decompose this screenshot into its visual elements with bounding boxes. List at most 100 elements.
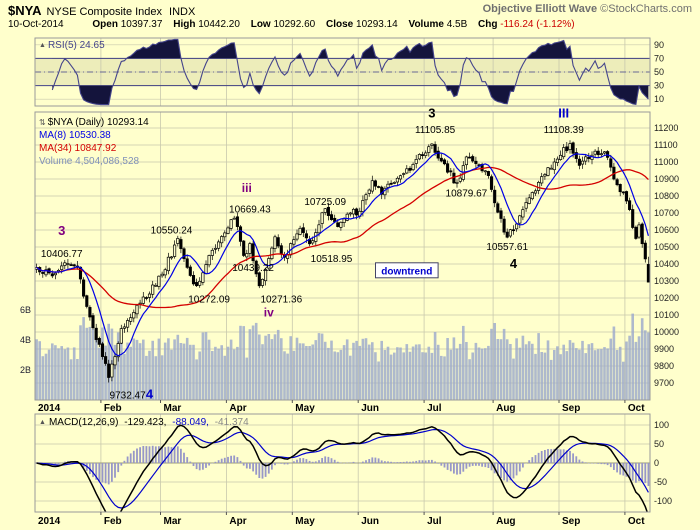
macd-hist-bar: [471, 463, 474, 466]
price-axis-label: 10000: [654, 327, 679, 337]
chart-annotation: 4: [146, 386, 154, 401]
candle-body: [176, 238, 180, 244]
macd-hist-bar: [431, 459, 433, 463]
macd-hist-bar: [534, 455, 537, 463]
candle-body: [574, 152, 578, 159]
volume-bar: [138, 343, 142, 400]
chart-annotation: 9732.47: [110, 390, 147, 401]
macd-hist-bar: [405, 461, 408, 463]
macd-hist-bar: [512, 463, 515, 479]
candle-body: [408, 167, 412, 171]
macd-hist-bar: [638, 463, 640, 482]
candle-body: [173, 244, 177, 257]
candle-body: [634, 226, 638, 239]
volume-bar: [267, 334, 271, 400]
macd-hist-bar: [271, 463, 273, 470]
volume-bar: [480, 348, 484, 400]
volume-bar: [41, 356, 45, 400]
volume-bar: [345, 339, 349, 400]
candle-body: [395, 177, 399, 183]
macd-hist-bar: [296, 459, 298, 463]
price-axis-label: 10900: [654, 174, 679, 184]
candle-body: [584, 156, 588, 162]
rsi-legend-text: RSI(5) 24.65: [47, 40, 105, 51]
volume-bar: [377, 361, 380, 400]
volume-bar: [123, 353, 126, 400]
macd-hist-bar: [396, 462, 399, 463]
candle-body: [179, 239, 183, 249]
macd-hist-bar: [506, 463, 509, 482]
price-axis-label: 10200: [654, 293, 679, 303]
volume-bar: [371, 342, 374, 400]
candle-body: [377, 186, 381, 188]
candle-body: [191, 275, 196, 285]
candle-body: [621, 191, 625, 194]
candle-body: [640, 223, 644, 245]
ma34-line: [36, 166, 649, 309]
volume-bar: [280, 338, 283, 400]
candle-body: [631, 209, 635, 228]
candle-body: [147, 293, 152, 298]
x-axis-month-label: Sep: [562, 403, 580, 414]
price-axis-label: 10500: [654, 242, 679, 252]
macd-hist-bar: [374, 457, 377, 463]
macd-hist-bar: [120, 463, 123, 466]
volume-bar: [446, 338, 449, 400]
macd-hist-bar: [631, 463, 634, 481]
volume-bar: [440, 355, 443, 400]
volume-bar: [609, 338, 613, 400]
candle-body: [637, 224, 641, 238]
macd-hist-bar: [553, 448, 556, 463]
macd-hist-bar: [142, 446, 145, 463]
rsi-overbought-fill: [126, 39, 572, 59]
candle-body: [94, 327, 98, 340]
volume-bar: [264, 335, 267, 400]
volume-bar: [546, 340, 550, 400]
macd-hist-bar: [129, 453, 132, 463]
volume-bar: [323, 341, 327, 400]
macd-hist-bar: [286, 463, 289, 465]
quote-close: Close 10293.14: [326, 19, 398, 30]
candle-body: [468, 156, 472, 159]
candle-body: [546, 167, 550, 176]
volume-bar: [590, 343, 594, 400]
macd-hist-bar: [368, 459, 371, 463]
quote-high: High 10442.20: [173, 19, 240, 30]
candle-body: [624, 191, 629, 202]
macd-hist-bar: [440, 463, 443, 466]
candle-body: [116, 343, 120, 358]
candle-body: [141, 296, 145, 304]
candle-body: [458, 177, 462, 182]
macd-hist-bar: [528, 460, 531, 463]
macd-axis-label: 0: [654, 458, 659, 468]
candle-body: [505, 231, 509, 238]
volume-bar: [606, 348, 609, 400]
volume-bar: [414, 344, 418, 400]
volume-bar: [640, 318, 644, 400]
candle-body: [235, 216, 239, 227]
volume-bar: [405, 344, 409, 400]
volume-bar: [402, 352, 405, 400]
rsi-axis-label: 90: [654, 40, 664, 50]
macd-hist-bar: [245, 463, 248, 469]
price-panel: 9700 9800 9900 10000 10100 10200 10300 10400 105…: [20, 106, 679, 415]
macd-hist-bar: [468, 463, 471, 467]
volume-bar: [273, 334, 277, 400]
volume-bar: [207, 339, 211, 400]
volume-bar: [612, 326, 616, 400]
macd-hist-bar: [641, 463, 644, 482]
volume-bar: [295, 337, 299, 400]
candle-body: [430, 143, 434, 146]
volume-bar: [173, 339, 176, 400]
volume-bar: [229, 339, 233, 400]
volume-bar: [509, 344, 512, 400]
macd-hist-bar: [606, 463, 609, 466]
candle-body: [129, 317, 133, 322]
candle-body: [232, 217, 236, 220]
macd-hist-bar: [280, 463, 283, 464]
candle-body: [104, 356, 108, 364]
volume-bar: [584, 353, 587, 400]
candle-body: [66, 263, 70, 265]
candle-body: [85, 295, 89, 307]
candle-body: [593, 150, 597, 155]
